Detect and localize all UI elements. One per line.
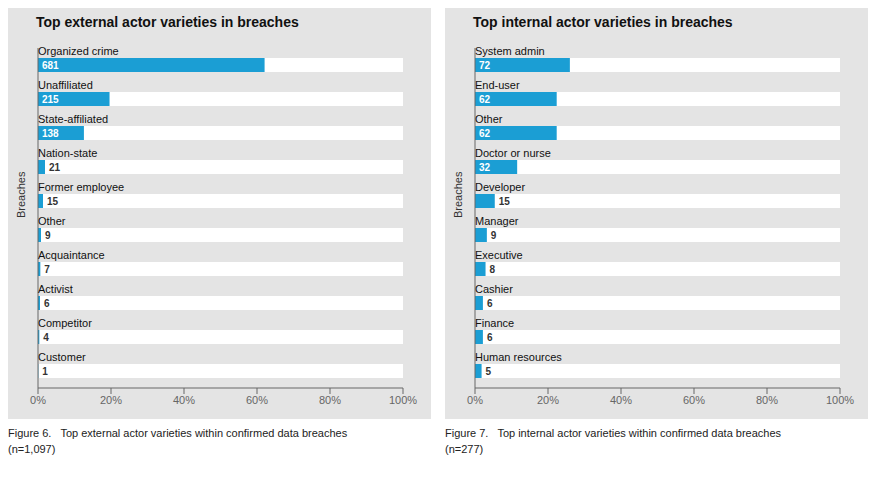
html-text:(n=1,097): (n=1,097) xyxy=(8,443,56,455)
svg-text:6: 6 xyxy=(487,332,493,343)
svg-text:80%: 80% xyxy=(319,394,341,406)
svg-text:Cashier: Cashier xyxy=(475,283,513,295)
svg-text:20%: 20% xyxy=(100,394,122,406)
svg-text:20%: 20% xyxy=(537,394,559,406)
svg-text:9: 9 xyxy=(491,230,497,241)
html-text:Top internal actor varieties i: Top internal actor varieties in breaches xyxy=(473,14,733,30)
svg-text:215: 215 xyxy=(42,94,59,105)
svg-text:100%: 100% xyxy=(826,394,854,406)
svg-text:5: 5 xyxy=(486,366,492,377)
svg-text:60%: 60% xyxy=(246,394,268,406)
svg-text:15: 15 xyxy=(47,196,59,207)
svg-text:State-affiliated: State-affiliated xyxy=(38,113,108,125)
svg-text:100%: 100% xyxy=(389,394,417,406)
svg-text:21: 21 xyxy=(49,162,61,173)
svg-text:32: 32 xyxy=(479,162,491,173)
svg-text:Other: Other xyxy=(38,215,66,227)
svg-text:138: 138 xyxy=(42,128,59,139)
svg-text:62: 62 xyxy=(479,94,491,105)
svg-text:40%: 40% xyxy=(173,394,195,406)
svg-text:80%: 80% xyxy=(756,394,778,406)
svg-text:8: 8 xyxy=(490,264,496,275)
svg-text:End-user: End-user xyxy=(475,79,520,91)
svg-text:1: 1 xyxy=(42,366,48,377)
svg-text:0%: 0% xyxy=(30,394,46,406)
svg-text:7: 7 xyxy=(44,264,50,275)
svg-text:Organized crime: Organized crime xyxy=(38,45,119,57)
html-text:Top external actor varieties i: Top external actor varieties in breaches xyxy=(36,14,299,30)
svg-text:72: 72 xyxy=(479,60,491,71)
svg-text:Executive: Executive xyxy=(475,249,523,261)
svg-text:62: 62 xyxy=(479,128,491,139)
svg-text:Competitor: Competitor xyxy=(38,317,92,329)
svg-text:Breaches: Breaches xyxy=(15,171,27,218)
svg-text:System admin: System admin xyxy=(475,45,545,57)
svg-text:Acquaintance: Acquaintance xyxy=(38,249,105,261)
svg-text:Human resources: Human resources xyxy=(475,351,562,363)
svg-text:15: 15 xyxy=(499,196,511,207)
html-text:(n=277): (n=277) xyxy=(445,443,484,455)
svg-text:Finance: Finance xyxy=(475,317,514,329)
svg-text:60%: 60% xyxy=(683,394,705,406)
svg-text:Customer: Customer xyxy=(38,351,86,363)
html-text:Figure 6. Top external actor v: Figure 6. Top external actor varieties w… xyxy=(8,427,348,439)
svg-text:0%: 0% xyxy=(467,394,483,406)
svg-text:Activist: Activist xyxy=(38,283,73,295)
svg-text:Doctor or nurse: Doctor or nurse xyxy=(475,147,551,159)
svg-text:Breaches: Breaches xyxy=(452,171,464,218)
svg-text:40%: 40% xyxy=(610,394,632,406)
svg-text:Unaffiliated: Unaffiliated xyxy=(38,79,93,91)
svg-text:4: 4 xyxy=(43,332,49,343)
svg-text:6: 6 xyxy=(44,298,50,309)
svg-text:Former employee: Former employee xyxy=(38,181,124,193)
svg-text:Manager: Manager xyxy=(475,215,519,227)
svg-text:6: 6 xyxy=(487,298,493,309)
svg-text:Other: Other xyxy=(475,113,503,125)
svg-text:681: 681 xyxy=(42,60,59,71)
svg-text:9: 9 xyxy=(45,230,51,241)
html-text:Figure 7. Top internal actor v: Figure 7. Top internal actor varieties w… xyxy=(445,427,782,439)
svg-text:Developer: Developer xyxy=(475,181,525,193)
svg-text:Nation-state: Nation-state xyxy=(38,147,97,159)
